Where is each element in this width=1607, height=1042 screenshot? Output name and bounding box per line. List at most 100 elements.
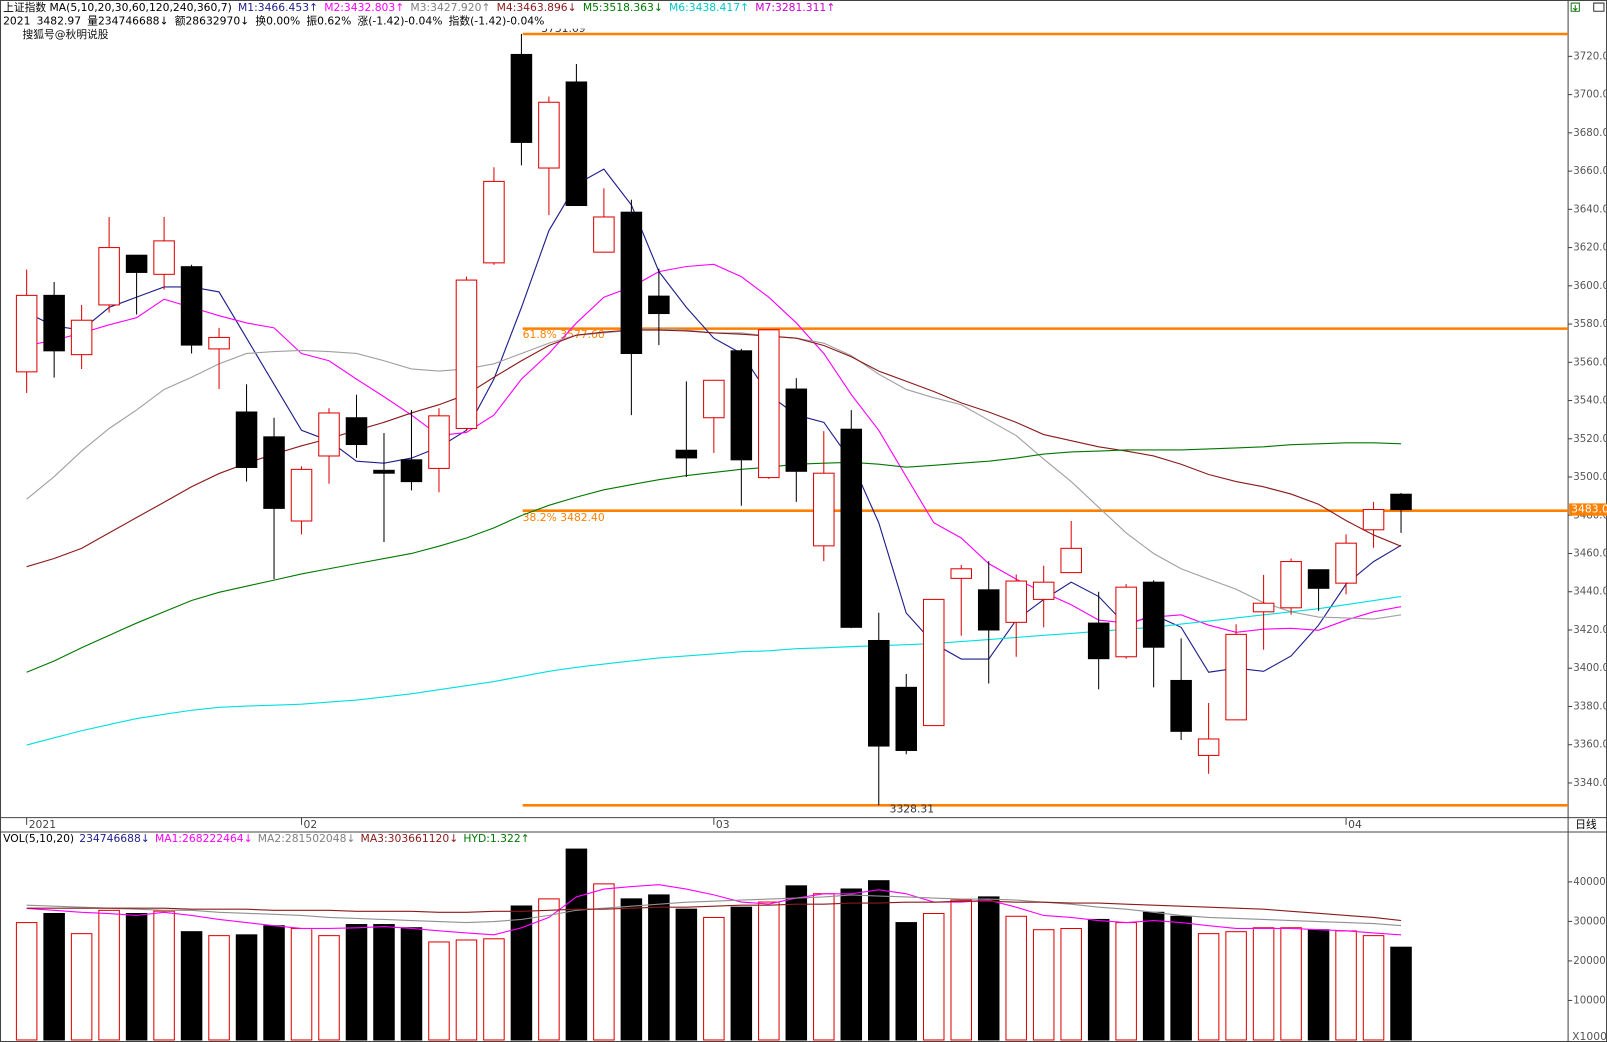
candle-body [373, 469, 395, 474]
y-tick-label: 3680.00 [1573, 127, 1607, 139]
candle-body [922, 598, 945, 727]
header-item: 上证指数 MA(5,10,20,30,60,120,240,360,7) [3, 1, 232, 14]
header-bg [1, 1, 1568, 29]
candle-body [1335, 542, 1357, 584]
volume-bar [318, 935, 340, 1041]
candle-body [1197, 738, 1220, 756]
volume-bar [43, 912, 65, 1041]
y-tick-label: 3600.00 [1573, 280, 1607, 292]
volume-bar [1280, 927, 1302, 1041]
volume-bar [758, 901, 780, 1041]
candle-body [345, 417, 368, 446]
y-tick-label: 3380.00 [1573, 700, 1607, 712]
header-item: 换0.00% [255, 15, 300, 28]
candle-body [840, 428, 863, 628]
volume-bar [1390, 946, 1412, 1041]
header-item: M1:3466.453↑ [238, 1, 318, 14]
y-tick-label: 3640.00 [1573, 203, 1607, 215]
candle-body [483, 180, 505, 264]
y-tick-label: 3720.00 [1573, 50, 1607, 62]
volume-bar [977, 896, 1000, 1041]
candle-body [675, 449, 698, 459]
candle-body [428, 415, 450, 469]
y-tick-label: 3360.00 [1573, 739, 1607, 751]
last-price-tag [1569, 503, 1607, 516]
ma-line [26, 900, 1402, 922]
x-tick-label: 04 [1348, 818, 1362, 831]
candle-body [1170, 679, 1192, 732]
candle-body [758, 329, 780, 479]
volume-bar [263, 925, 285, 1041]
volume-bar [428, 941, 450, 1041]
volume-bar [180, 931, 203, 1041]
y-tick-label: 200000 [1573, 955, 1607, 967]
volume-bar [1142, 911, 1165, 1041]
volume-bar [868, 880, 890, 1041]
watermark: 搜狐号@秋明说股 [23, 28, 109, 41]
y-tick-label: 3340.00 [1573, 777, 1607, 789]
candle-body [455, 279, 478, 429]
header-item: M7:3281.311↑ [755, 1, 835, 14]
x-tick-label: 03 [716, 818, 730, 831]
y-tick-label: 400000 [1573, 876, 1607, 888]
volume-bar [950, 899, 972, 1041]
volume-bar [538, 898, 560, 1041]
header-item: 额28632970↓ [175, 15, 249, 28]
volume-bar [400, 927, 423, 1041]
header-item: 2021 [3, 15, 30, 28]
header-item: VOL(5,10,20) [3, 832, 74, 845]
level-label: 3328.31 [890, 802, 934, 815]
volume-bar [922, 912, 945, 1041]
candle-body [1280, 561, 1302, 609]
volume-bar [290, 928, 313, 1041]
volume-bar [620, 898, 643, 1041]
level-label: 61.8% 3577.60 [523, 328, 605, 341]
last-price-label: 3483.0 [1571, 503, 1607, 516]
y-tick-label: 3460.00 [1573, 548, 1607, 560]
ma-line [26, 884, 1402, 936]
candle-body [263, 436, 285, 509]
candle-body [1087, 622, 1110, 660]
candle-body [648, 295, 670, 315]
volume-bar [785, 885, 808, 1041]
candle-body [208, 336, 230, 350]
volume-axis: 100000 200000 300000 400000 [1568, 876, 1607, 1006]
y-tick-label: 3700.00 [1573, 89, 1607, 101]
volume-bar [483, 938, 505, 1041]
candle-body [1032, 581, 1055, 600]
candle-body [868, 639, 890, 747]
y-tick-label: 300000 [1573, 915, 1607, 927]
volume-bar [813, 893, 835, 1041]
volume-bar [703, 916, 725, 1041]
candle-body [1225, 633, 1247, 721]
icon [1593, 2, 1605, 12]
x-tick-label: 02 [304, 818, 318, 831]
x-tick-label: 2021 [29, 818, 56, 831]
y-tick-label: 3520.00 [1573, 433, 1607, 445]
candle-body [70, 319, 93, 356]
volume-bar [1115, 922, 1137, 1041]
header-item: M3:3427.920↑ [410, 1, 490, 14]
y-tick-label: 3540.00 [1573, 395, 1607, 407]
candle-body [950, 568, 972, 579]
header-item: MA1:268222464↓ [155, 832, 253, 845]
volume-bar [1307, 929, 1330, 1041]
candle-body [1115, 586, 1137, 658]
icon [1570, 2, 1580, 12]
header-item: 涨(-1.42)-0.04% [357, 15, 442, 28]
volume-bar [455, 939, 478, 1041]
candle-body [1390, 493, 1412, 511]
header-item: 量234746688↓ [87, 15, 168, 28]
candle-body [290, 468, 313, 522]
candle-body [620, 211, 643, 355]
candle-body [538, 101, 560, 169]
candle-body [180, 266, 203, 346]
header-item: 234746688↓ [79, 832, 150, 845]
header-item: M4:3463.896↓ [497, 1, 577, 14]
volume-bar [675, 908, 698, 1041]
volume-bar [125, 912, 148, 1041]
header-item: MA3:303661120↓ [361, 832, 459, 845]
y-tick-label: 3660.00 [1573, 165, 1607, 177]
